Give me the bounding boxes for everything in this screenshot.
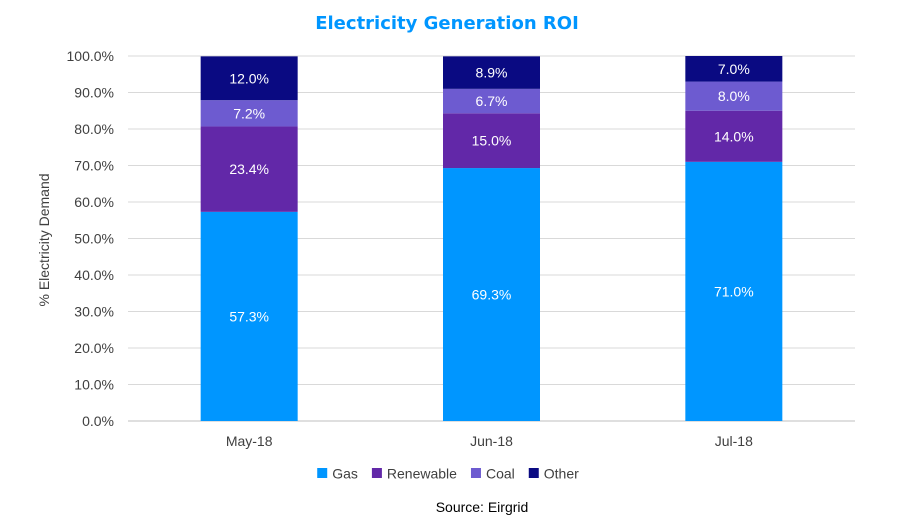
data-label-renewable: 14.0% [714,128,754,144]
bar-renewable [200,126,298,212]
legend-label-coal: Coal [486,466,515,482]
data-label-gas: 57.3% [229,308,269,324]
y-tick-label: 0.0% [82,413,114,429]
data-label-coal: 7.2% [233,105,265,121]
data-label-coal: 6.7% [476,93,508,109]
chart-title: Electricity Generation ROI [315,13,579,34]
legend-label-gas: Gas [332,466,358,482]
legend-swatch-renewable [371,468,382,478]
bar-renewable [443,113,540,169]
bar-other [685,56,783,82]
y-axis-label: % Electricity Demand [36,173,52,306]
bar-gas [443,168,540,421]
bar-coal [685,81,783,111]
data-label-renewable: 15.0% [472,133,512,149]
y-axis-ticks: 0.0% 10.0% 20.0% 30.0% 40.0% 50.0% 60.0% 70.0% 8… [67,48,114,429]
y-tick-label: 90.0% [74,85,114,101]
data-label-other: 7.0% [718,61,750,77]
bar-gas [200,211,298,421]
x-tick-label: Jun-18 [470,433,513,449]
y-tick-label: 100.0% [67,48,114,64]
bar-coal [443,88,540,114]
source-note: Source: Eirgrid [436,499,529,515]
y-tick-label: 20.0% [74,340,114,356]
y-tick-label: 10.0% [74,377,114,393]
bar-other [443,56,540,89]
bar-gas [685,161,783,421]
bars: 57.3% 23.4% 7.2% 12.0% 69.3% 15.0% 6.7% 8.9% 71.… [200,56,783,421]
x-tick-label: Jul-18 [715,433,753,449]
y-tick-label: 70.0% [74,158,114,174]
bar-renewable [685,110,783,162]
x-axis-ticks: May-18 Jun-18 Jul-18 [226,433,753,449]
y-tick-label: 80.0% [74,121,114,137]
data-label-gas: 69.3% [472,287,512,303]
data-label-other: 12.0% [229,70,269,86]
y-tick-label: 50.0% [74,231,114,247]
data-label-other: 8.9% [476,65,508,81]
legend-label-other: Other [544,466,579,482]
data-label-renewable: 23.4% [229,161,269,177]
bar-other [200,56,298,101]
legend-label-renewable: Renewable [387,466,457,482]
y-tick-label: 60.0% [74,194,114,210]
legend: Gas Renewable Coal Other [317,466,579,482]
bar-coal [200,100,298,127]
x-tick-label: May-18 [226,433,273,449]
y-tick-label: 40.0% [74,267,114,283]
legend-swatch-coal [470,468,481,478]
data-label-coal: 8.0% [718,88,750,104]
legend-swatch-gas [317,468,328,478]
y-tick-label: 30.0% [74,304,114,320]
data-label-gas: 71.0% [714,283,754,299]
legend-swatch-other [528,468,539,478]
